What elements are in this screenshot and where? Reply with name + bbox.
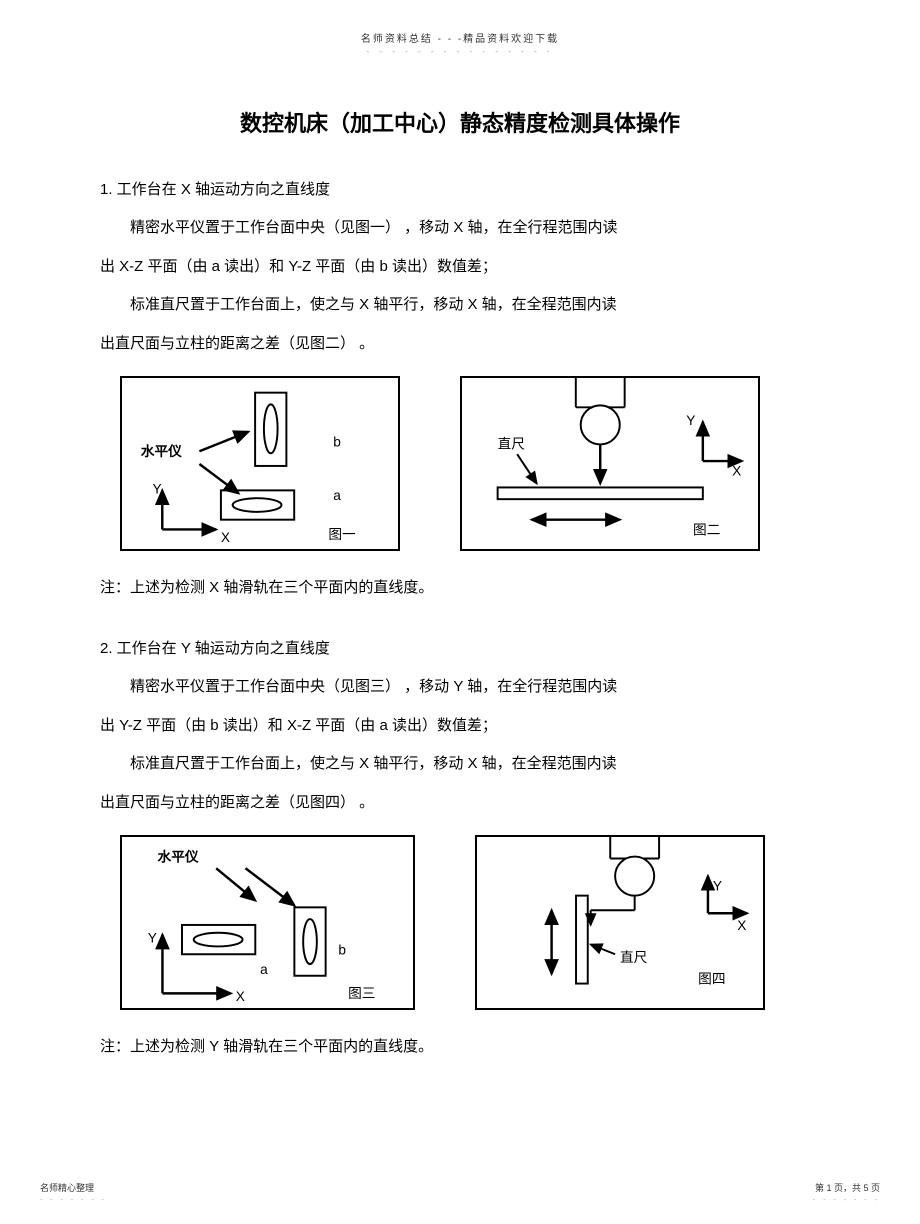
fig3-y: Y	[148, 931, 157, 946]
fig4-x: X	[737, 918, 746, 933]
figure-4: 直尺 Y X 图四	[475, 835, 765, 1010]
footer-left: 名师精心整理	[40, 1181, 94, 1194]
fig2-y: Y	[686, 413, 695, 428]
section1-p2: 标准直尺置于工作台面上，使之与 X 轴平行，移动 X 轴，在全程范围内读	[100, 288, 820, 323]
fig4-caption: 图四	[698, 972, 725, 987]
figure-2: 直尺 Y X 图二	[460, 376, 760, 551]
section2-p1b: 出 Y-Z 平面（由 b 读出）和 X-Z 平面（由 a 读出）数值差；	[100, 709, 820, 744]
fig1-a: a	[333, 488, 341, 503]
footer-dots-left: - - - - - - -	[40, 1197, 107, 1204]
fig1-x: X	[221, 530, 230, 545]
figures-row-2: 水平仪 a b Y X 图三	[120, 835, 820, 1010]
fig1-level-label: 水平仪	[141, 443, 182, 459]
section2-note: 注：上述为检测 Y 轴滑轨在三个平面内的直线度。	[100, 1035, 820, 1056]
section1-p2b: 出直尺面与立柱的距离之差（见图二） 。	[100, 327, 820, 362]
fig4-y: Y	[713, 879, 722, 894]
header-dots: - - - - - - - - - - - - - - -	[100, 47, 820, 56]
section1-heading: 1. 工作台在 X 轴运动方向之直线度	[100, 178, 820, 199]
fig3-caption: 图三	[348, 986, 375, 1001]
section2-p2: 标准直尺置于工作台面上，使之与 X 轴平行，移动 X 轴，在全程范围内读	[100, 747, 820, 782]
fig2-caption: 图二	[693, 522, 720, 537]
figure-3: 水平仪 a b Y X 图三	[120, 835, 415, 1010]
section2-heading: 2. 工作台在 Y 轴运动方向之直线度	[100, 637, 820, 658]
fig3-x: X	[236, 989, 245, 1004]
fig2-x: X	[732, 464, 741, 479]
fig3-level-label: 水平仪	[158, 848, 199, 864]
header-top: 名师资料总结 - - -精品资料欢迎下载	[100, 30, 820, 45]
figures-row-1: 水平仪 b a Y X 图一	[120, 376, 820, 551]
section1-note: 注：上述为检测 X 轴滑轨在三个平面内的直线度。	[100, 576, 820, 597]
page-title: 数控机床（加工中心）静态精度检测具体操作	[100, 106, 820, 138]
footer-dots-right: - - - - - - -	[813, 1197, 880, 1204]
fig2-ruler: 直尺	[498, 436, 526, 451]
figure-1: 水平仪 b a Y X 图一	[120, 376, 400, 551]
section1-p1b: 出 X-Z 平面（由 a 读出）和 Y-Z 平面（由 b 读出）数值差；	[100, 250, 820, 285]
fig3-a: a	[260, 962, 268, 977]
fig1-y: Y	[153, 481, 162, 496]
section2-p1: 精密水平仪置于工作台面中央（见图三） ，移动 Y 轴，在全行程范围内读	[100, 670, 820, 705]
section2-p2b: 出直尺面与立柱的距离之差（见图四） 。	[100, 786, 820, 821]
fig3-b: b	[338, 942, 346, 957]
fig1-b: b	[333, 434, 341, 449]
section1-p1: 精密水平仪置于工作台面中央（见图一） ，移动 X 轴，在全行程范围内读	[100, 211, 820, 246]
fig4-ruler: 直尺	[620, 950, 648, 965]
footer-right: 第 1 页，共 5 页	[815, 1181, 880, 1194]
fig1-caption: 图一	[328, 527, 356, 542]
